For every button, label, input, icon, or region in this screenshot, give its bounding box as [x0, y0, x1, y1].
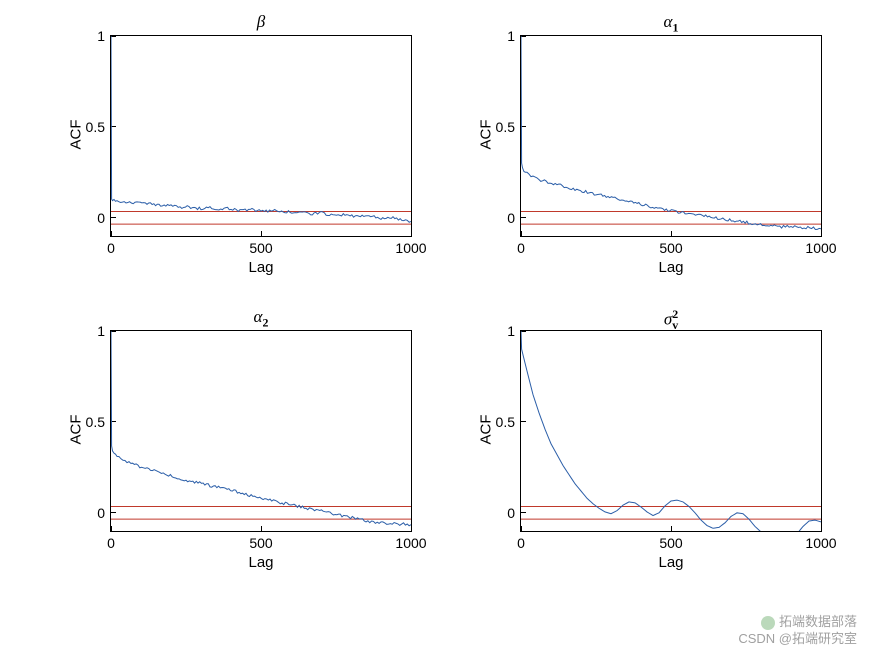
- chart-svg: [521, 331, 821, 531]
- plot-area: σ2vACFLag0500100000.51: [520, 330, 822, 532]
- x-tick-label: 0: [86, 236, 136, 256]
- acf-line: [521, 331, 821, 531]
- y-tick-label: 1: [75, 323, 111, 339]
- y-tick-label: 1: [75, 28, 111, 44]
- acf-line: [111, 36, 411, 222]
- panel-alpha1: α1ACFLag0500100000.51: [520, 35, 822, 237]
- x-axis-label: Lag: [111, 554, 411, 571]
- x-tick-label: 0: [496, 236, 546, 256]
- chart-svg: [111, 36, 411, 236]
- x-axis-label: Lag: [521, 554, 821, 571]
- x-tick-label: 1000: [386, 531, 436, 551]
- watermark-line1: 拓端数据部落: [779, 614, 857, 629]
- x-tick-label: 1000: [796, 531, 846, 551]
- panel-sigma2v: σ2vACFLag0500100000.51: [520, 330, 822, 532]
- chart-svg: [521, 36, 821, 236]
- chart-title: β: [111, 12, 411, 32]
- chart-title: α2: [111, 307, 411, 330]
- plot-area: βACFLag0500100000.51: [110, 35, 412, 237]
- x-tick-label: 500: [236, 531, 286, 551]
- x-axis-label: Lag: [521, 259, 821, 276]
- x-tick-label: 1000: [796, 236, 846, 256]
- y-tick-label: 0: [485, 210, 521, 226]
- plot-area: α2ACFLag0500100000.51: [110, 330, 412, 532]
- chart-svg: [111, 331, 411, 531]
- y-tick-label: 0.5: [485, 119, 521, 135]
- acf-line: [521, 36, 821, 230]
- y-tick-label: 1: [485, 323, 521, 339]
- y-tick-label: 0.5: [485, 414, 521, 430]
- y-tick-label: 0.5: [75, 119, 111, 135]
- x-tick-label: 500: [646, 531, 696, 551]
- x-axis-label: Lag: [111, 259, 411, 276]
- chart-title: α1: [521, 12, 821, 35]
- y-tick-label: 0: [485, 505, 521, 521]
- wechat-icon: [761, 616, 775, 630]
- x-tick-label: 500: [236, 236, 286, 256]
- chart-title: σ2v: [521, 307, 821, 333]
- panel-beta: βACFLag0500100000.51: [110, 35, 412, 237]
- y-tick-label: 0: [75, 505, 111, 521]
- acf-line: [111, 331, 411, 526]
- y-tick-label: 1: [485, 28, 521, 44]
- watermark-line2: CSDN @拓端研究室: [738, 631, 857, 648]
- x-tick-label: 1000: [386, 236, 436, 256]
- x-tick-label: 0: [86, 531, 136, 551]
- y-tick-label: 0: [75, 210, 111, 226]
- watermark: 拓端数据部落 CSDN @拓端研究室: [738, 614, 857, 648]
- x-tick-label: 0: [496, 531, 546, 551]
- x-tick-label: 500: [646, 236, 696, 256]
- plot-area: α1ACFLag0500100000.51: [520, 35, 822, 237]
- panel-alpha2: α2ACFLag0500100000.51: [110, 330, 412, 532]
- acf-figure: 拓端数据部落 CSDN @拓端研究室 βACFLag0500100000.51 α…: [0, 0, 875, 656]
- y-tick-label: 0.5: [75, 414, 111, 430]
